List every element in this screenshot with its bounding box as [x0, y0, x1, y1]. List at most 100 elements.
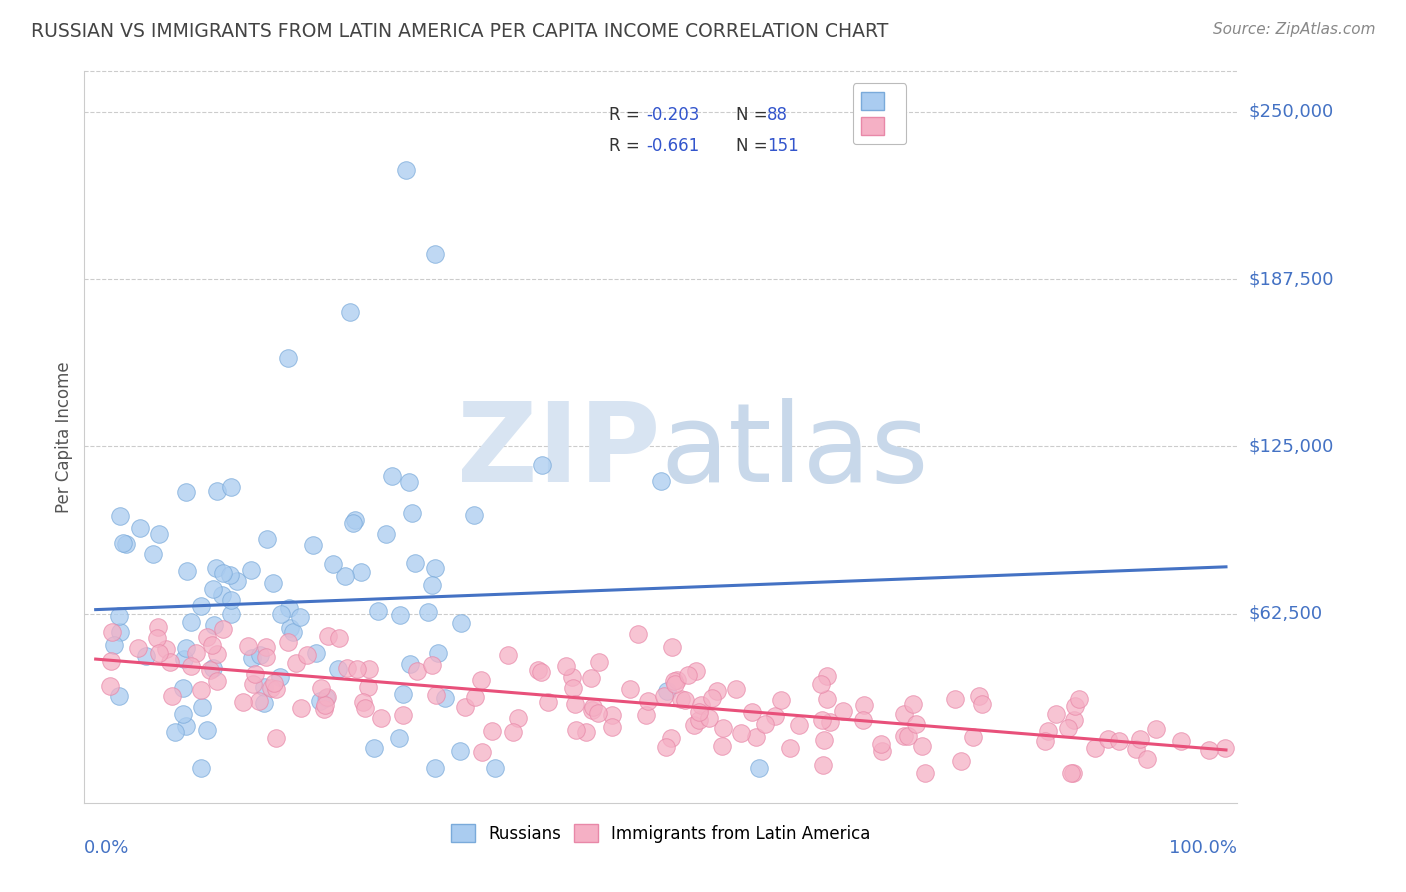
- Point: [496, 648, 519, 662]
- Point: [870, 737, 893, 751]
- Point: [357, 662, 380, 676]
- Point: [852, 713, 875, 727]
- Point: [815, 692, 838, 706]
- Point: [741, 705, 763, 719]
- Point: [173, 652, 195, 666]
- Point: [148, 620, 170, 634]
- Point: [195, 723, 218, 738]
- Point: [367, 604, 389, 618]
- Point: [221, 480, 243, 494]
- Point: [450, 616, 472, 631]
- Y-axis label: Per Capita Income: Per Capita Income: [55, 361, 73, 513]
- Point: [404, 556, 426, 570]
- Point: [260, 681, 283, 695]
- Point: [240, 563, 263, 577]
- Point: [627, 627, 650, 641]
- Point: [706, 684, 728, 698]
- Point: [949, 754, 972, 768]
- Point: [685, 665, 707, 679]
- Point: [1045, 707, 1067, 722]
- Point: [748, 761, 770, 775]
- Point: [172, 681, 194, 696]
- Text: 151: 151: [766, 137, 799, 155]
- Point: [242, 651, 264, 665]
- Point: [449, 744, 471, 758]
- Point: [537, 694, 560, 708]
- Point: [207, 483, 229, 498]
- Point: [484, 761, 506, 775]
- Point: [422, 578, 444, 592]
- Point: [1125, 742, 1147, 756]
- Point: [893, 706, 915, 721]
- Point: [652, 689, 675, 703]
- Point: [336, 661, 359, 675]
- Point: [586, 706, 609, 721]
- Point: [697, 711, 720, 725]
- Text: Source: ZipAtlas.com: Source: ZipAtlas.com: [1212, 22, 1375, 37]
- Point: [1084, 741, 1107, 756]
- Point: [277, 634, 299, 648]
- Point: [1129, 732, 1152, 747]
- Point: [342, 516, 364, 530]
- Point: [269, 670, 291, 684]
- Point: [588, 655, 610, 669]
- Point: [270, 607, 292, 621]
- Point: [312, 702, 335, 716]
- Point: [247, 694, 270, 708]
- Point: [561, 670, 583, 684]
- Point: [277, 601, 299, 615]
- Point: [418, 605, 440, 619]
- Point: [581, 703, 603, 717]
- Point: [471, 745, 494, 759]
- Point: [688, 706, 710, 720]
- Point: [502, 725, 524, 739]
- Point: [1097, 731, 1119, 746]
- Point: [190, 599, 212, 614]
- Point: [285, 656, 308, 670]
- Point: [662, 674, 685, 689]
- Point: [339, 305, 361, 319]
- Point: [810, 677, 832, 691]
- Point: [763, 709, 786, 723]
- Point: [311, 681, 333, 696]
- Point: [970, 698, 993, 712]
- Point: [530, 665, 553, 679]
- Point: [218, 568, 240, 582]
- Point: [281, 624, 304, 639]
- Point: [195, 630, 218, 644]
- Text: $125,000: $125,000: [1249, 437, 1334, 456]
- Point: [146, 631, 169, 645]
- Point: [896, 729, 918, 743]
- Point: [381, 469, 404, 483]
- Point: [470, 673, 492, 687]
- Point: [1144, 722, 1167, 736]
- Point: [249, 648, 271, 662]
- Text: $62,500: $62,500: [1249, 605, 1323, 623]
- Point: [724, 682, 747, 697]
- Point: [464, 690, 486, 705]
- Point: [315, 691, 337, 706]
- Point: [357, 681, 380, 695]
- Point: [290, 700, 312, 714]
- Point: [202, 660, 225, 674]
- Point: [676, 668, 699, 682]
- Point: [176, 564, 198, 578]
- Point: [531, 458, 554, 473]
- Point: [655, 740, 678, 755]
- Point: [211, 588, 233, 602]
- Point: [302, 538, 325, 552]
- Point: [815, 669, 838, 683]
- Point: [352, 694, 374, 708]
- Point: [190, 761, 212, 775]
- Point: [669, 691, 692, 706]
- Point: [1064, 698, 1087, 713]
- Point: [903, 697, 925, 711]
- Point: [316, 690, 339, 705]
- Point: [690, 698, 713, 712]
- Point: [787, 718, 810, 732]
- Point: [115, 536, 138, 550]
- Point: [770, 692, 793, 706]
- Point: [1060, 766, 1083, 780]
- Point: [853, 698, 876, 713]
- Point: [391, 707, 413, 722]
